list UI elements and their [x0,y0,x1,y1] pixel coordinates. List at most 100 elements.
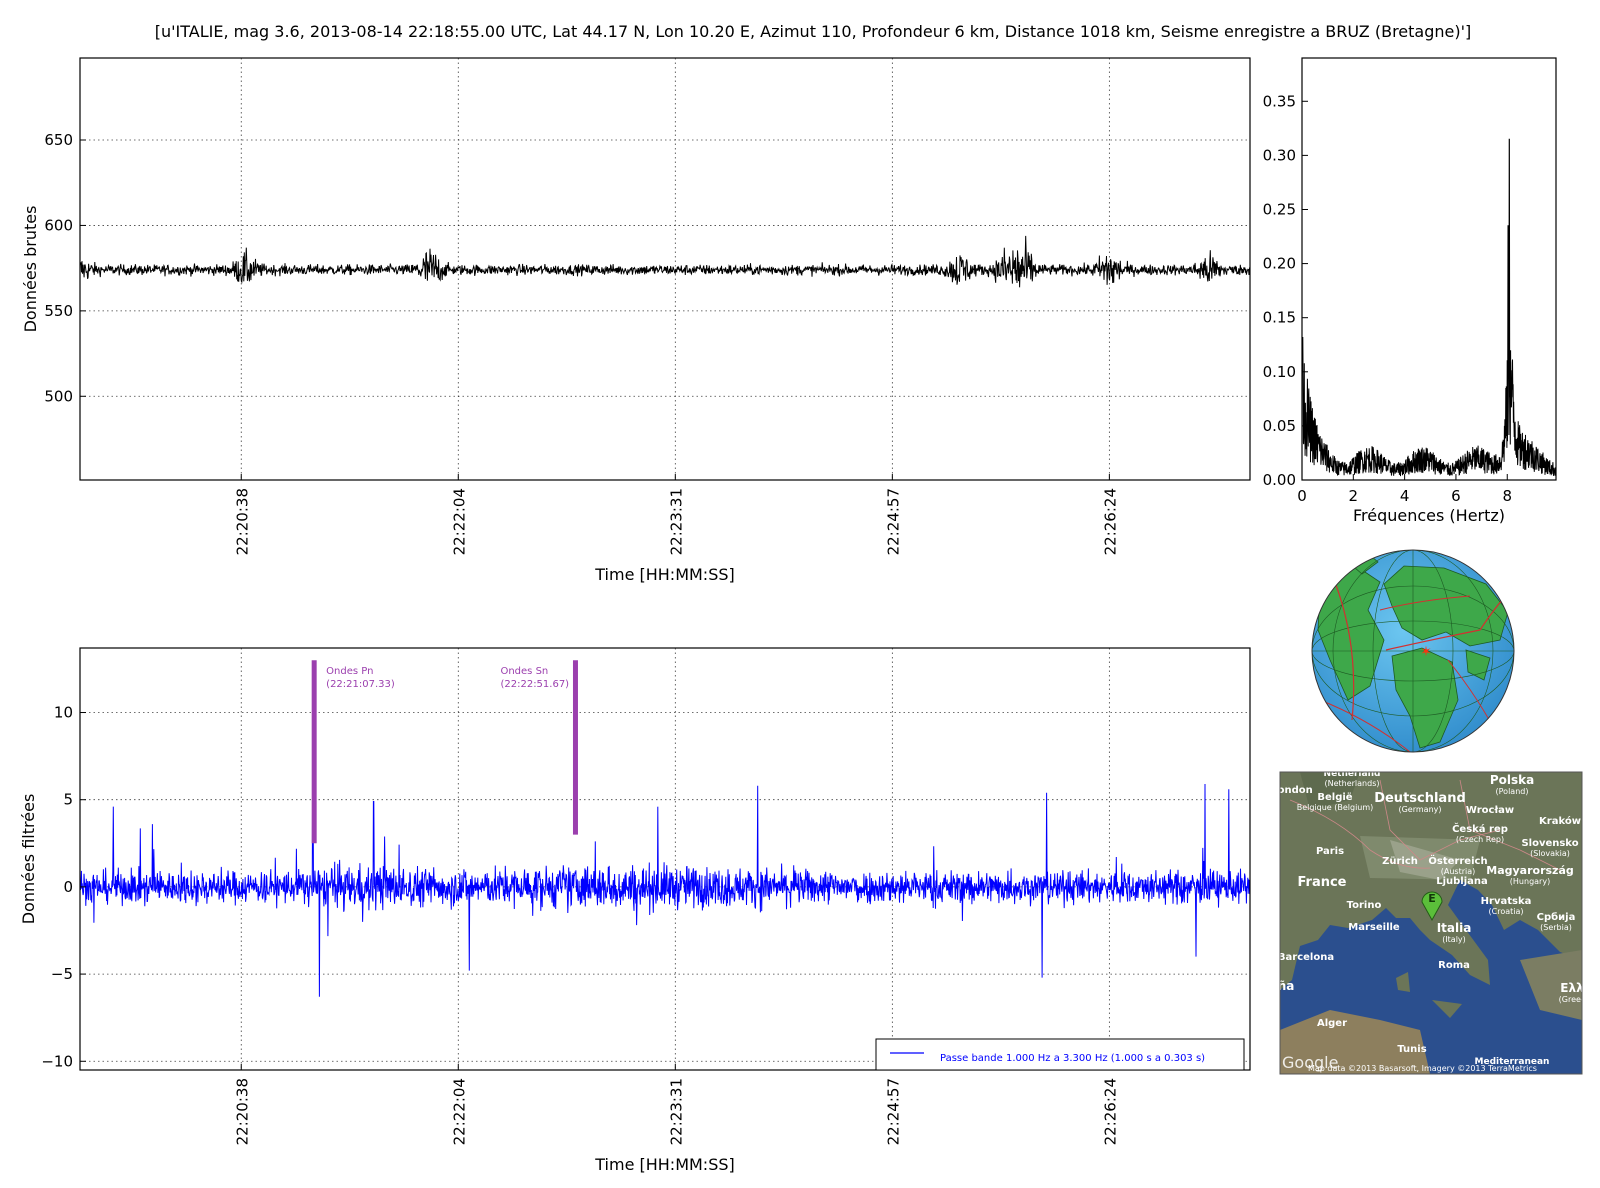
map-marker-letter: E [1428,892,1436,905]
figure-title: [u'ITALIE, mag 3.6, 2013-08-14 22:18:55.… [155,22,1472,41]
raw-ytick-label: 600 [44,216,73,234]
map-place-label: Slovensko [1521,838,1578,849]
spectrum-ytick-label: 0.20 [1263,255,1296,273]
map-place-sublabel: (Croatia) [1489,907,1524,916]
regional-map: Netherland(Netherlands) Polska(Poland) Lon… [1270,769,1586,1075]
map-place-label: Magyarország [1486,864,1574,877]
phase-marker-label: Ondes Pn [326,666,373,677]
spectrum-xlabel: Fréquences (Hertz) [1353,506,1505,525]
map-place-label: Ελλ [1560,981,1584,995]
map-attribution: Map data ©2013 Basarsoft, Imagery ©2013 … [1308,1064,1537,1073]
spectrum-ytick-label: 0.35 [1263,92,1296,110]
map-place-label: Italia [1437,921,1472,935]
map-place-label: Česká rep [1452,822,1508,835]
map-place-label: Wrocław [1466,805,1514,816]
map-epicenter-marker-icon: E [1421,891,1443,922]
raw-ytick-label: 650 [44,131,73,149]
filt-xtick-label: 22:26:24 [1101,1078,1119,1145]
filtered-series-line [80,781,1250,997]
google-logo: Google [1282,1053,1338,1072]
spectrum-ytick-label: 0.25 [1263,200,1296,218]
filt-xtick-label: 22:24:57 [884,1078,902,1145]
spectrum-xtick-label: 8 [1502,487,1512,505]
map-place-sublabel: (Czech Rep) [1456,835,1504,844]
phase-marker-label: Ondes Sn [500,666,548,677]
map-place-sublabel: (Netherlands) [1324,779,1379,788]
filtered-chart: Ondes Pn (22:21:07.33) Ondes Sn (22:22:51.6… [19,647,1251,1174]
filt-xtick-label: 22:22:04 [450,1078,468,1145]
filt-xtick-label: 22:20:38 [233,1078,251,1145]
filt-ytick-label: 5 [63,791,73,809]
spectrum-series-line [1302,138,1556,477]
map-place-label: France [1297,875,1346,890]
spectrum-xtick-label: 6 [1451,487,1461,505]
spectrum-plot-frame [1301,57,1557,481]
map-place-label: Österreich [1428,853,1487,867]
map-place-label: België [1317,792,1352,803]
map-place-label: Deutschland [1374,791,1466,806]
filt-ytick-label: −5 [51,965,73,983]
raw-ytick-label: 500 [44,387,73,405]
spectrum-ytick-label: 0.05 [1263,417,1296,435]
map-place-label: Torino [1347,900,1382,911]
raw-plot-frame [79,57,1251,481]
raw-ylabel: Données brutes [21,206,40,333]
raw-xtick-label: 22:23:31 [667,488,685,555]
spectrum-xtick-label: 2 [1349,487,1359,505]
raw-xtick-label: 22:20:38 [233,488,251,555]
filt-ytick-label: −10 [41,1052,73,1070]
map-place-label: aña [1270,979,1295,993]
map-place-sublabel: (Germany) [1398,805,1441,814]
map-place-label: Barcelona [1278,952,1334,963]
map-place-label: Marseille [1348,922,1400,933]
map-place-label: Netherland [1324,769,1381,779]
map-place-sublabel: Belgique (Belgium) [1297,803,1374,812]
filtered-ylabel: Données filtrées [19,794,38,925]
legend-label: Passe bande 1.000 Hz a 3.300 Hz (1.000 s… [940,1053,1205,1064]
map-place-sublabel: (Serbia) [1540,923,1572,932]
map-place-sublabel: (Poland) [1496,787,1529,796]
phase-marker-time: (22:21:07.33) [326,679,395,690]
map-place-sublabel: (Italy) [1442,935,1466,944]
filt-xtick-label: 22:23:31 [667,1078,685,1145]
filt-ytick-label: 0 [63,878,73,896]
epicenter-star-icon: ✶ [1420,644,1432,660]
map-place-label: Tunis [1397,1044,1426,1055]
phase-marker-time: (22:22:51.67) [500,679,569,690]
map-place-sublabel: (Greec [1559,995,1586,1004]
spectrum-ytick-label: 0.15 [1263,309,1296,327]
globe-map: ✶ [1311,549,1515,753]
filtered-xlabel: Time [HH:MM:SS] [594,1155,735,1174]
filtered-legend: Passe bande 1.000 Hz a 3.300 Hz (1.000 s… [875,1038,1245,1071]
spectrum-xtick-label: 4 [1400,487,1410,505]
map-place-label: Alger [1317,1018,1347,1029]
map-place-label: Polska [1490,773,1534,787]
raw-chart: 500 550 600 650 22:20:38 22:22:04 22:23:31 22:… [21,57,1251,584]
spectrum-chart: 0.00 0.05 0.10 0.15 0.20 0.25 0.30 0.35 0 2 4 6 8 F… [1263,57,1557,525]
raw-xtick-label: 22:26:24 [1101,488,1119,555]
spectrum-xtick-label: 0 [1297,487,1307,505]
map-place-label: London [1271,785,1313,796]
raw-xtick-label: 22:24:57 [884,488,902,555]
raw-xtick-label: 22:22:04 [450,488,468,555]
spectrum-ytick-label: 0.00 [1263,471,1296,489]
map-place-sublabel: (Slovakia) [1530,849,1570,858]
map-place-label: Mediterranean [1475,1057,1550,1067]
map-place-sublabel: (Austria) [1441,867,1476,876]
raw-series-line [80,235,1250,288]
spectrum-ytick-label: 0.10 [1263,363,1296,381]
map-place-label: Paris [1316,846,1344,857]
map-place-label: Zürich [1382,856,1418,867]
map-place-label: Hrvatska [1481,896,1532,907]
map-place-sublabel: (Hungary) [1510,877,1550,886]
filt-ytick-label: 10 [54,704,73,722]
map-place-label: Србија [1537,911,1576,923]
raw-ytick-label: 550 [44,302,73,320]
map-place-label: Kraków [1539,815,1581,827]
map-place-label: Ljubljana [1436,876,1488,887]
spectrum-ytick-label: 0.30 [1263,146,1296,164]
filtered-plot-frame [79,647,1251,1071]
raw-xlabel: Time [HH:MM:SS] [594,565,735,584]
map-place-label: Roma [1438,960,1470,971]
